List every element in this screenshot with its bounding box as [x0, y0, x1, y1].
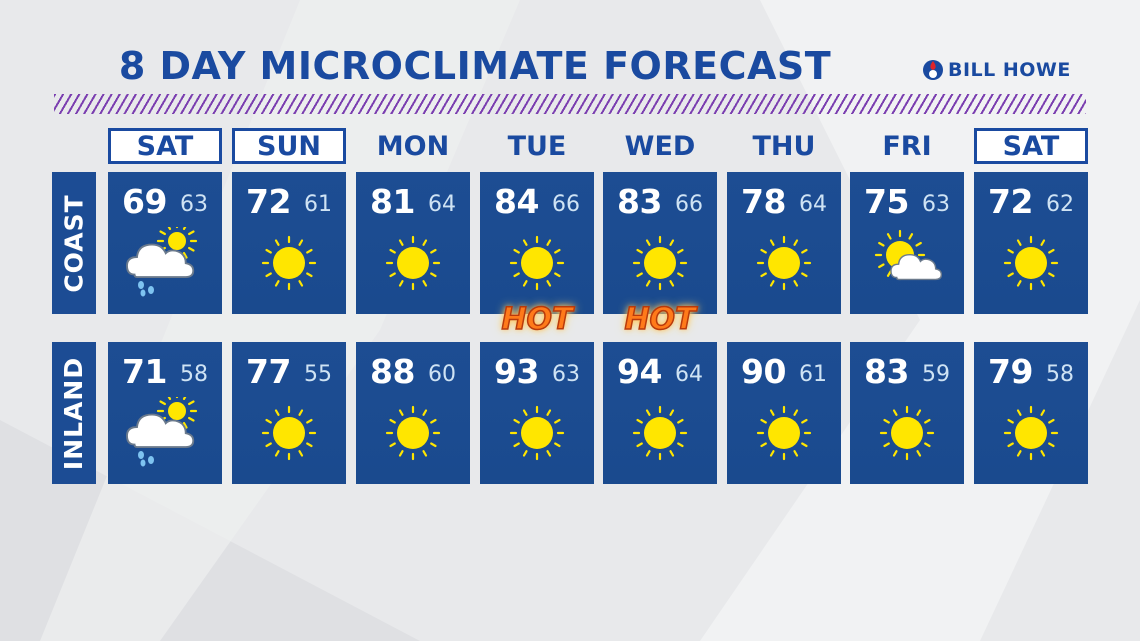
- sun-icon: [385, 405, 441, 461]
- low-temp: 64: [799, 192, 827, 217]
- low-temp: 63: [180, 192, 208, 217]
- region-label-coast: COAST: [52, 172, 96, 314]
- forecast-card: 88 60: [356, 342, 470, 484]
- forecast-card: 72 61: [232, 172, 346, 314]
- high-temp: 81: [370, 182, 415, 221]
- forecast-card: 78 64: [727, 172, 841, 314]
- sun-icon: [509, 405, 565, 461]
- day-label: SAT: [108, 128, 222, 164]
- forecast-card: 93 63: [480, 342, 594, 484]
- high-temp: 90: [741, 352, 786, 391]
- day-label: THU: [752, 130, 816, 162]
- forecast-card: 83 59: [850, 342, 964, 484]
- forecast-card: 75 63: [850, 172, 964, 314]
- forecast-card: 69 63: [108, 172, 222, 314]
- high-temp: 69: [122, 182, 167, 221]
- forecast-card: 81 64: [356, 172, 470, 314]
- region-label-inland: INLAND: [52, 342, 96, 484]
- low-temp: 61: [304, 192, 332, 217]
- low-temp: 55: [304, 362, 332, 387]
- low-temp: 63: [552, 362, 580, 387]
- forecast-card: 79 58: [974, 342, 1088, 484]
- high-temp: 84: [494, 182, 539, 221]
- high-temp: 71: [122, 352, 167, 391]
- sun-icon: [632, 405, 688, 461]
- low-temp: 66: [552, 192, 580, 217]
- high-temp: 72: [988, 182, 1033, 221]
- low-temp: 58: [1046, 362, 1074, 387]
- sun-icon: [1003, 235, 1059, 291]
- day-label: SUN: [232, 128, 346, 164]
- high-temp: 72: [246, 182, 291, 221]
- sun-icon: [261, 405, 317, 461]
- forecast-card: 90 61: [727, 342, 841, 484]
- low-temp: 64: [428, 192, 456, 217]
- logo-badge-icon: [923, 60, 943, 80]
- logo-text: BILL HOWE: [948, 59, 1071, 81]
- low-temp: 64: [675, 362, 703, 387]
- sun-icon: [261, 235, 317, 291]
- forecast-card: 72 62: [974, 172, 1088, 314]
- rain-cloud-sun-icon: [126, 397, 198, 467]
- sun-icon: [385, 235, 441, 291]
- day-label: TUE: [507, 130, 567, 162]
- partly-cloudy-icon: [874, 229, 943, 281]
- high-temp: 93: [494, 352, 539, 391]
- low-temp: 58: [180, 362, 208, 387]
- sun-icon: [632, 235, 688, 291]
- high-temp: 83: [864, 352, 909, 391]
- low-temp: 59: [922, 362, 950, 387]
- high-temp: 83: [617, 182, 662, 221]
- high-temp: 77: [246, 352, 291, 391]
- sun-icon: [756, 405, 812, 461]
- day-label: SAT: [974, 128, 1088, 164]
- sponsor-logo: BILL HOWE: [922, 56, 1071, 84]
- high-temp: 75: [864, 182, 909, 221]
- day-label: FRI: [882, 130, 932, 162]
- rain-cloud-sun-icon: [126, 227, 198, 297]
- forecast-card: 77 55: [232, 342, 346, 484]
- high-temp: 88: [370, 352, 415, 391]
- low-temp: 60: [428, 362, 456, 387]
- high-temp: 78: [741, 182, 786, 221]
- sun-icon: [509, 235, 565, 291]
- region-label-text: COAST: [59, 193, 89, 293]
- sun-icon: [879, 405, 935, 461]
- forecast-card: 71 58: [108, 342, 222, 484]
- high-temp: 79: [988, 352, 1033, 391]
- high-temp: 94: [617, 352, 662, 391]
- forecast-card: 83 66: [603, 172, 717, 314]
- sun-icon: [1003, 405, 1059, 461]
- day-label: MON: [376, 130, 450, 162]
- sun-icon: [756, 235, 812, 291]
- low-temp: 63: [922, 192, 950, 217]
- low-temp: 66: [675, 192, 703, 217]
- forecast-card: 84 66: [480, 172, 594, 314]
- day-label: WED: [624, 130, 696, 162]
- low-temp: 61: [799, 362, 827, 387]
- page-title: 8 DAY MICROCLIMATE FORECAST: [118, 44, 832, 88]
- decorative-stripe: [54, 94, 1086, 114]
- hot-warning-label: HOT: [501, 301, 574, 338]
- region-label-text: INLAND: [59, 356, 89, 470]
- low-temp: 62: [1046, 192, 1074, 217]
- hot-warning-label: HOT: [624, 301, 697, 338]
- forecast-card: 94 64: [603, 342, 717, 484]
